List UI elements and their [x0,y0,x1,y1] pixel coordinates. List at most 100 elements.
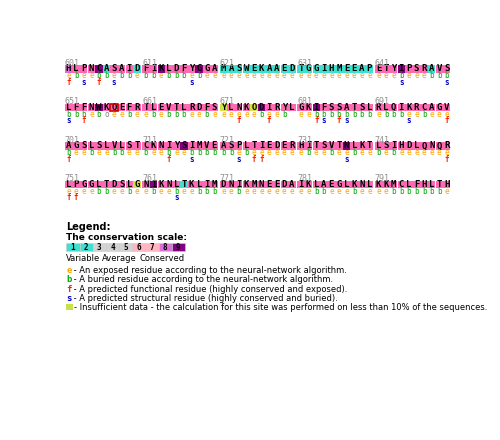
Bar [228,65,235,73]
Text: b: b [414,187,419,196]
Bar [305,142,312,150]
Text: K: K [259,65,264,73]
Text: b: b [352,110,356,119]
Text: R: R [274,103,280,112]
Text: e: e [190,110,194,119]
Text: F: F [126,103,132,112]
Text: E: E [344,65,350,73]
Text: e: e [182,187,186,196]
Text: b: b [74,110,78,119]
Text: I: I [298,180,304,189]
Text: b: b [144,148,148,157]
Text: e: e [322,71,326,80]
Text: e: e [221,71,226,80]
Text: e: e [352,71,356,80]
Text: 611: 611 [142,59,158,68]
Bar [358,142,366,150]
Bar [398,65,405,73]
Text: 661: 661 [142,98,158,106]
Bar [133,181,140,188]
Text: b: b [190,148,194,157]
Bar [203,65,210,73]
Text: L: L [166,65,172,73]
Bar [235,65,242,73]
Text: A: A [266,65,272,73]
Text: 4: 4 [110,243,115,252]
Text: 8: 8 [163,243,168,252]
Bar [258,181,265,188]
Text: b: b [306,148,311,157]
Text: I: I [314,103,319,112]
Bar [390,65,398,73]
Bar [235,103,242,111]
Text: T: T [352,103,357,112]
Text: H: H [398,142,404,150]
Text: A: A [221,142,226,150]
Bar [298,65,305,73]
Text: s: s [399,78,404,87]
Text: e: e [259,187,264,196]
Text: b: b [174,71,178,80]
Text: - A buried residue according to the neural-network algorithm.: - A buried residue according to the neur… [71,275,333,284]
Text: T: T [251,142,256,150]
Bar [436,65,443,73]
Text: e: e [66,71,71,80]
Text: e: e [298,71,304,80]
Bar [320,142,328,150]
Text: G: G [298,103,304,112]
Bar [405,65,412,73]
Bar [250,142,258,150]
Text: A: A [228,65,234,73]
Text: b: b [376,148,381,157]
Text: b: b [329,148,334,157]
Text: K: K [306,103,312,112]
Text: b: b [259,110,264,119]
Text: F: F [81,103,86,112]
Text: E: E [352,65,357,73]
Text: G: G [134,180,140,189]
Text: N: N [429,142,434,150]
Text: S: S [336,103,342,112]
Text: L: L [344,180,350,189]
Text: b: b [127,110,132,119]
Bar [428,142,436,150]
Text: T: T [174,103,179,112]
Bar [126,103,133,111]
Text: F: F [74,103,79,112]
Bar [443,142,450,150]
Text: s: s [444,78,449,87]
Text: G: G [196,65,202,73]
Text: b: b [144,71,148,80]
Bar [172,181,180,188]
Text: S: S [119,180,124,189]
Bar [133,103,140,111]
Bar [180,142,188,150]
Text: b: b [174,110,178,119]
Bar [343,142,350,150]
Text: e: e [144,187,148,196]
Text: V: V [112,142,117,150]
Text: G: G [204,65,210,73]
Text: 761: 761 [142,174,158,183]
Text: b: b [104,71,109,80]
Text: b: b [430,71,434,80]
Bar [298,181,305,188]
Bar [288,142,296,150]
Text: N: N [158,142,164,150]
Text: H: H [66,65,71,73]
Bar [150,181,158,188]
Bar [72,142,80,150]
Text: e: e [267,187,272,196]
Bar [72,103,80,111]
Bar [110,181,118,188]
Text: 791: 791 [375,174,390,183]
Bar [80,142,88,150]
Bar [110,65,118,73]
Bar [320,181,328,188]
Text: f: f [236,116,241,125]
Text: D: D [134,65,140,73]
Text: e: e [430,110,434,119]
Text: V: V [328,142,334,150]
Text: A: A [321,180,326,189]
Bar [103,181,110,188]
